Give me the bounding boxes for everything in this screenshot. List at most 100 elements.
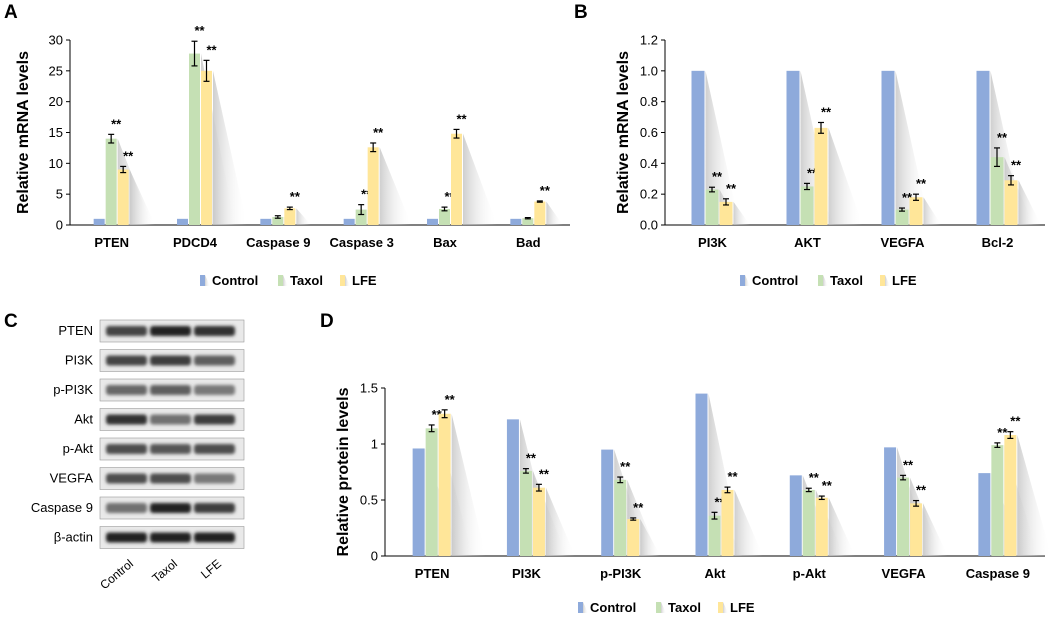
chart-d-bar-control bbox=[601, 449, 614, 556]
chart-a-legend-swatch-shadow bbox=[205, 275, 210, 286]
chart-a-bar-lfe bbox=[451, 133, 462, 225]
chart-a-bar-taxol bbox=[439, 208, 450, 225]
chart-d-significance: ** bbox=[445, 392, 456, 407]
chart-a-category-label: PDCD4 bbox=[173, 235, 218, 250]
chart-d-bar-shadow bbox=[451, 413, 486, 556]
chart-d-significance: ** bbox=[903, 457, 914, 472]
chart-a-significance: ** bbox=[194, 23, 205, 38]
chart-b-ytick-label: 0.6 bbox=[640, 125, 658, 140]
chart-a-ylabel: Relative mRNA levels bbox=[15, 51, 32, 214]
chart-a-significance: ** bbox=[456, 111, 467, 126]
chart-b-bar-shadow bbox=[705, 70, 740, 225]
chart-b-bar-shadow bbox=[923, 197, 942, 225]
chart-a-significance: ** bbox=[373, 125, 384, 140]
chart-a-bar-lfe bbox=[284, 208, 296, 225]
chart-a-bar-shadow bbox=[213, 70, 247, 225]
chart-d-bar-taxol bbox=[519, 470, 532, 556]
chart-b-legend-lfe: LFE bbox=[892, 273, 917, 288]
chart-b-category-label: VEGFA bbox=[880, 235, 925, 250]
chart-a-bar-taxol bbox=[105, 138, 117, 225]
chart-b-bar-shadow bbox=[733, 201, 750, 225]
chart-d-legend-swatch-shadow bbox=[723, 602, 728, 613]
chart-d-legend-swatch-shadow bbox=[583, 602, 588, 613]
chart-d-bar-shadow bbox=[923, 503, 948, 556]
chart-a-mrna: Relative mRNA levels051015202530****PTEN… bbox=[15, 23, 570, 288]
chart-d-bar-taxol bbox=[991, 445, 1004, 556]
chart-b-bar-control bbox=[881, 70, 895, 225]
chart-d-significance: ** bbox=[916, 483, 927, 498]
chart-b-mrna: Relative mRNA levels 0.0 0.2 0.4 0.6 0.8 1.0 1.… bbox=[615, 33, 1045, 288]
chart-a-bar-shadow bbox=[546, 201, 563, 225]
chart-d-ylabel: Relative protein levels bbox=[335, 387, 352, 556]
chart-d-significance: ** bbox=[727, 469, 738, 484]
chart-d-bar-lfe bbox=[815, 497, 828, 556]
chart-a-category-label: PTEN bbox=[94, 235, 129, 250]
blot-lane-label: Taxol bbox=[149, 557, 179, 586]
chart-b-bar-shadow bbox=[1018, 180, 1042, 225]
chart-d-significance: ** bbox=[432, 407, 443, 422]
chart-a-significance: ** bbox=[540, 183, 551, 198]
blot-lane-label: LFE bbox=[198, 557, 224, 582]
chart-b-ylabel: Relative mRNA levels bbox=[615, 51, 632, 214]
chart-a-ytick-label: 0 bbox=[56, 218, 63, 233]
chart-a-ytick-label: 20 bbox=[49, 94, 63, 109]
chart-b-legend-swatch-shadow bbox=[745, 275, 750, 286]
chart-d-legend-swatch-shadow bbox=[661, 602, 666, 613]
chart-d-bar-shadow bbox=[708, 393, 743, 556]
chart-b-significance: ** bbox=[712, 169, 723, 184]
chart-a-bar-lfe bbox=[201, 70, 212, 225]
chart-b-bar-lfe bbox=[719, 201, 733, 225]
chart-a-bar-shadow bbox=[379, 147, 412, 225]
blot-lane-label: Control bbox=[97, 557, 136, 593]
chart-d-significance: ** bbox=[714, 494, 725, 509]
blot-protein-label: VEGFA bbox=[50, 471, 94, 486]
chart-d-bar-shadow bbox=[828, 497, 856, 556]
blot-band bbox=[150, 503, 191, 513]
western-blot-c: PTEN PI3K p-PI3K Akt p-Akt VEGFA Caspase 9 β-ac… bbox=[31, 319, 245, 593]
chart-d-significance: ** bbox=[620, 459, 631, 474]
chart-d-significance: ** bbox=[997, 425, 1008, 440]
chart-d-bar-control bbox=[884, 447, 897, 556]
chart-a-bar-control bbox=[177, 218, 188, 225]
chart-a-legend-swatch-taxol bbox=[278, 275, 283, 286]
chart-b-category-label: AKT bbox=[794, 235, 821, 250]
chart-d-category-label: PTEN bbox=[415, 566, 450, 581]
chart-a-legend-taxol: Taxol bbox=[290, 273, 323, 288]
chart-d-bar-lfe bbox=[721, 489, 734, 556]
chart-b-bar-control bbox=[691, 70, 705, 225]
chart-a-bar-taxol bbox=[189, 53, 200, 225]
chart-d-bar-control bbox=[978, 473, 991, 556]
chart-a-category-label: Bad bbox=[516, 235, 541, 250]
blot-protein-label: PTEN bbox=[58, 323, 93, 338]
blot-protein-label: PI3K bbox=[65, 353, 94, 368]
chart-b-significance: ** bbox=[1011, 158, 1022, 173]
blot-band bbox=[194, 473, 235, 484]
chart-b-significance: ** bbox=[916, 176, 927, 191]
chart-d-bar-taxol bbox=[425, 428, 438, 556]
chart-d-ytick-label: 0 bbox=[371, 549, 378, 564]
chart-d-bar-control bbox=[506, 419, 519, 556]
chart-a-legend-swatch-control bbox=[200, 275, 205, 286]
chart-a-ytick-label: 30 bbox=[49, 33, 63, 48]
chart-a-legend-lfe: LFE bbox=[352, 273, 377, 288]
chart-b-bar-lfe bbox=[1004, 180, 1018, 225]
chart-d-bar-taxol bbox=[897, 477, 910, 556]
chart-a-bar-lfe bbox=[367, 147, 379, 225]
chart-a-bar-control bbox=[427, 218, 438, 225]
chart-d-bar-lfe bbox=[532, 487, 545, 556]
blot-band bbox=[194, 444, 235, 454]
chart-a-category-label: Caspase 9 bbox=[246, 235, 310, 250]
chart-a-bar-control bbox=[93, 218, 105, 225]
chart-a-bar-taxol bbox=[522, 218, 534, 225]
panel-label-b: B bbox=[574, 2, 588, 23]
chart-d-legend-swatch-taxol bbox=[656, 602, 661, 613]
chart-a-significance: ** bbox=[111, 116, 122, 131]
chart-b-legend-swatch-lfe bbox=[880, 275, 885, 286]
chart-a-significance: ** bbox=[123, 148, 134, 163]
blot-band bbox=[150, 414, 191, 425]
panel-label-a: A bbox=[4, 2, 18, 23]
chart-b-bar-taxol bbox=[990, 157, 1004, 225]
chart-d-bar-shadow bbox=[545, 487, 576, 556]
chart-d-category-label: p-Akt bbox=[793, 566, 827, 581]
chart-d-bar-lfe bbox=[438, 413, 451, 556]
